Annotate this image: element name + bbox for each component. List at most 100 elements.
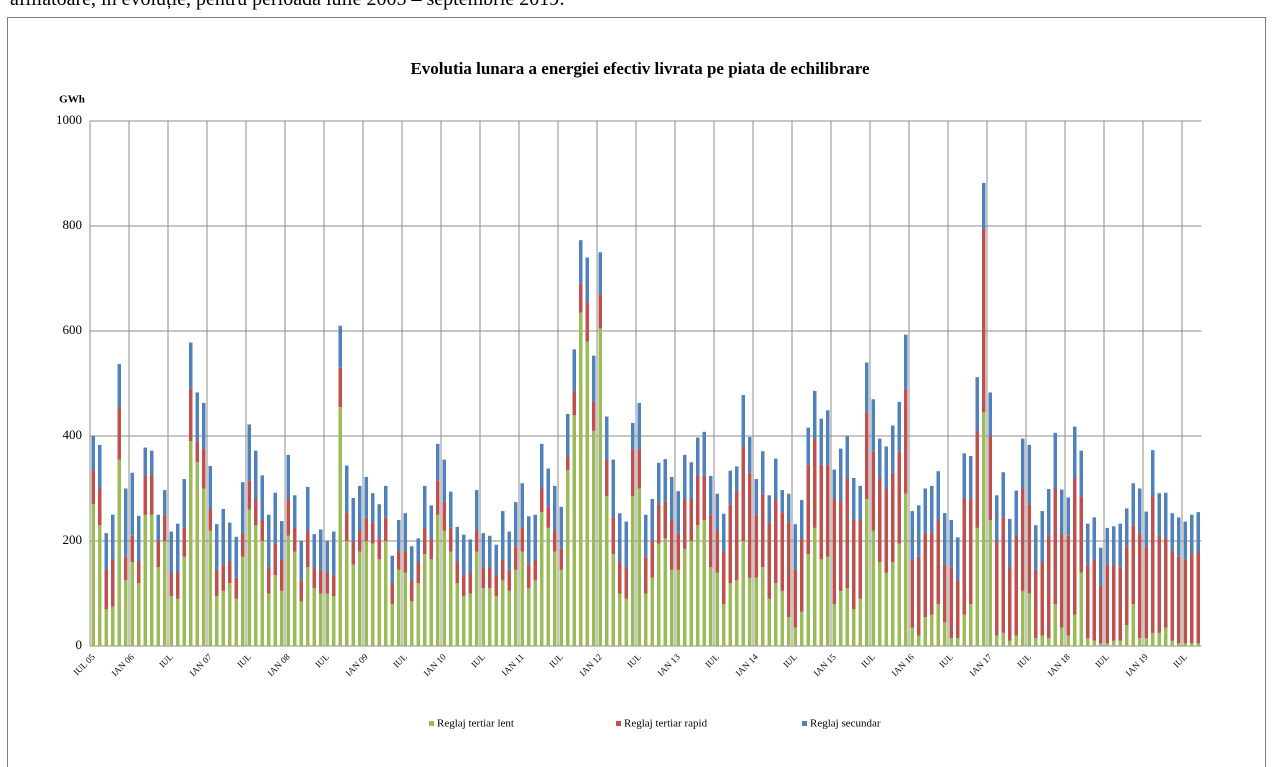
bar-segment xyxy=(1157,493,1161,536)
bar-segment xyxy=(748,577,752,646)
bar-segment xyxy=(1021,488,1025,591)
bar-segment xyxy=(559,506,563,549)
bar-segment xyxy=(384,541,388,646)
bar-segment xyxy=(1125,625,1129,646)
bar-segment xyxy=(1190,514,1194,555)
bar-segment xyxy=(1073,478,1077,615)
bar-segment xyxy=(111,514,115,560)
x-tick-label: IAN 14 xyxy=(734,651,761,678)
bar-segment xyxy=(384,485,388,518)
bar-segment xyxy=(254,450,258,499)
bar-segment xyxy=(845,588,849,646)
bar-segment xyxy=(943,564,947,623)
bar-segment xyxy=(696,525,700,646)
bar-segment xyxy=(767,522,771,599)
bar-segment xyxy=(1034,638,1038,646)
x-tick-label: IUL 05 xyxy=(71,651,97,677)
bar-segment xyxy=(956,580,960,639)
bar-segment xyxy=(832,469,836,499)
bar-segment xyxy=(689,499,693,541)
bar-segment xyxy=(280,521,284,560)
bar-segment xyxy=(975,430,979,528)
bar-segment xyxy=(683,548,687,646)
bar-segment xyxy=(605,496,609,646)
bar-segment xyxy=(741,446,745,541)
bar-segment xyxy=(507,531,511,570)
bar-segment xyxy=(410,601,414,646)
bar-segment xyxy=(527,564,531,589)
bar-segment xyxy=(605,459,609,497)
bar-segment xyxy=(1053,488,1057,604)
bar-segment xyxy=(657,543,661,646)
bar-segment xyxy=(306,530,310,568)
bar-segment xyxy=(1164,627,1168,646)
bar-segment xyxy=(221,508,225,565)
bar-segment xyxy=(364,541,368,646)
bar-segment xyxy=(956,537,960,581)
bar-segment xyxy=(462,534,466,576)
bar-segment xyxy=(1060,533,1064,628)
x-tick-label: IAN 18 xyxy=(1046,651,1073,678)
bar-segment xyxy=(1008,518,1012,568)
bar-segment xyxy=(351,497,355,541)
bar-segment xyxy=(559,548,563,570)
bar-segment xyxy=(910,559,914,628)
bar-segment xyxy=(1040,511,1044,562)
bar-segment xyxy=(267,514,271,568)
bar-segment xyxy=(650,577,654,646)
bar-segment xyxy=(299,580,303,602)
bar-segment xyxy=(663,459,667,502)
bar-segment xyxy=(137,562,141,583)
bar-segment xyxy=(1073,426,1077,478)
bar-segment xyxy=(91,504,95,646)
bar-segment xyxy=(813,390,817,439)
bar-segment xyxy=(182,479,186,528)
header-text: afiliatoare, în evoluție, pentru perioad… xyxy=(10,0,565,11)
bar-segment xyxy=(631,422,635,450)
bar-segment xyxy=(702,431,706,476)
bar-segment xyxy=(462,596,466,646)
bar-segment xyxy=(709,567,713,646)
x-tick-label: IUL xyxy=(703,652,721,670)
bar-segment xyxy=(280,590,284,646)
bar-segment xyxy=(904,493,908,646)
bar-segment xyxy=(650,499,654,541)
bar-segment xyxy=(800,611,804,646)
bar-segment xyxy=(124,580,128,646)
bar-segment xyxy=(585,341,589,646)
bar-segment xyxy=(1027,504,1031,594)
bar-segment xyxy=(1183,643,1187,646)
bar-segment xyxy=(611,459,615,518)
bar-segment xyxy=(143,447,147,476)
bar-segment xyxy=(891,472,895,562)
bar-segment xyxy=(1138,638,1142,646)
bar-segment xyxy=(702,475,706,520)
bar-segment xyxy=(358,530,362,552)
bar-segment xyxy=(1170,640,1174,646)
bar-segment xyxy=(449,527,453,552)
x-tick-label: IAN 08 xyxy=(266,651,293,678)
bar-segment xyxy=(1027,444,1031,505)
bar-segment xyxy=(884,572,888,646)
bar-segment xyxy=(195,441,199,463)
bar-segment xyxy=(260,520,264,541)
bar-segment xyxy=(1151,632,1155,646)
bar-segment xyxy=(1170,513,1174,552)
bar-segment xyxy=(878,562,882,646)
bar-segment xyxy=(819,559,823,646)
bar-segment xyxy=(1060,489,1064,534)
bar-segment xyxy=(683,454,687,499)
bar-segment xyxy=(189,388,193,442)
legend-label: Reglaj tertiar rapid xyxy=(624,718,708,730)
bar-segment xyxy=(1066,535,1070,636)
bar-segment xyxy=(117,459,121,646)
bar-segment xyxy=(403,513,407,552)
bar-segment xyxy=(332,575,336,597)
bar-segment xyxy=(319,593,323,646)
bar-segment xyxy=(839,448,843,502)
bar-segment xyxy=(1183,559,1187,644)
bar-segment xyxy=(390,583,394,604)
x-tick-label: IAN 12 xyxy=(578,652,604,678)
bar-segment xyxy=(286,499,290,536)
bar-segment xyxy=(130,535,134,562)
